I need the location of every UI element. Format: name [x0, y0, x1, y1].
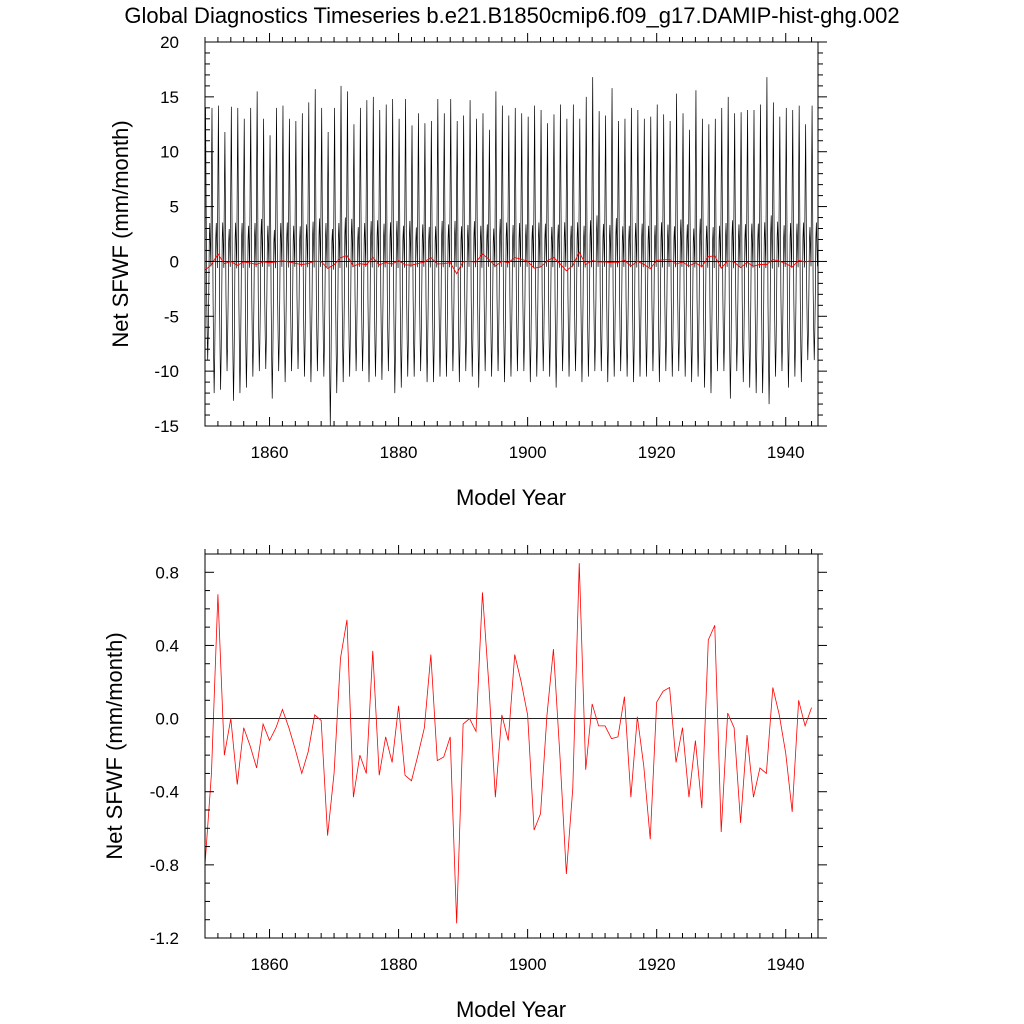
top-y-tick-label: -5 [164, 307, 179, 326]
bottom-y-tick-label: -1.2 [150, 929, 179, 948]
chart-title: Global Diagnostics Timeseries b.e21.B185… [124, 3, 899, 28]
top-y-tick-label: 20 [160, 33, 179, 52]
bottom-y-tick-label: -0.4 [150, 783, 179, 802]
bottom-axis-ticks: 1860 1880 1900 1920 1940 -1.2 -0.8 -0.4 0.0 0.4 0.… [150, 545, 827, 974]
top-axis-ticks: 1860 1880 1900 1920 1940 -15 -10 -5 0 5 10 15 20 [154, 33, 827, 462]
top-plot-series [205, 77, 818, 426]
top-x-tick-label: 1900 [509, 443, 547, 462]
top-y-axis-label: Net SFWF (mm/month) [108, 120, 133, 347]
bottom-x-tick-label: 1900 [509, 955, 547, 974]
top-y-tick-label: 5 [170, 198, 179, 217]
bottom-annual-series-line [205, 563, 812, 924]
top-x-tick-label: 1880 [380, 443, 418, 462]
bottom-y-tick-label: 0.8 [155, 563, 179, 582]
top-plot-frame [204, 41, 819, 427]
top-y-tick-label: 15 [160, 88, 179, 107]
bottom-plot-series [205, 563, 818, 924]
top-y-tick-label: 10 [160, 143, 179, 162]
top-y-tick-label: 0 [170, 252, 179, 271]
bottom-plot-frame [204, 553, 819, 939]
top-panel: 1860 1880 1900 1920 1940 -15 -10 -5 0 5 10 15 20 Mod… [108, 33, 827, 510]
bottom-y-axis-label: Net SFWF (mm/month) [102, 632, 127, 859]
top-y-tick-label: -10 [154, 362, 179, 381]
bottom-x-tick-label: 1860 [251, 955, 289, 974]
top-x-tick-label: 1860 [251, 443, 289, 462]
top-y-tick-label: -15 [154, 417, 179, 436]
top-monthly-series-line [205, 77, 818, 426]
bottom-x-tick-label: 1940 [767, 955, 805, 974]
bottom-y-tick-label: 0.4 [155, 636, 179, 655]
bottom-y-tick-label: 0.0 [155, 710, 179, 729]
top-x-axis-label: Model Year [456, 485, 566, 510]
top-x-tick-label: 1920 [638, 443, 676, 462]
bottom-x-tick-label: 1920 [638, 955, 676, 974]
bottom-x-tick-label: 1880 [380, 955, 418, 974]
top-annual-series-line [205, 251, 812, 275]
bottom-panel: 1860 1880 1900 1920 1940 -1.2 -0.8 -0.4 0.0 0.4 0.… [102, 545, 827, 1022]
top-x-tick-label: 1940 [767, 443, 805, 462]
bottom-y-tick-label: -0.8 [150, 856, 179, 875]
bottom-x-axis-label: Model Year [456, 997, 566, 1022]
